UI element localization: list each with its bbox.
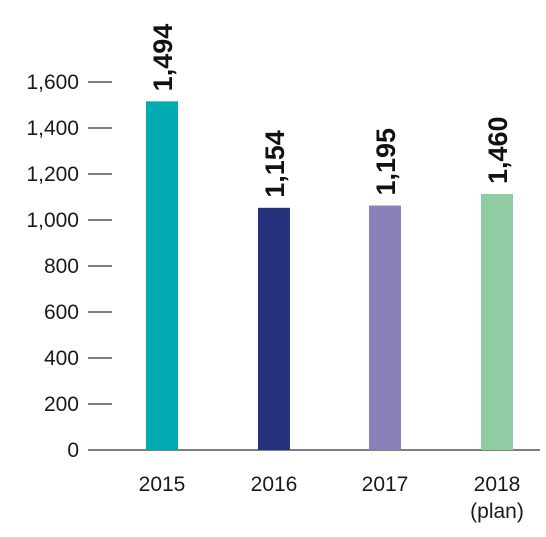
x-tick-label: 2017 xyxy=(362,473,409,496)
y-tick: 1,200 xyxy=(26,163,112,186)
y-tick: 600 xyxy=(44,301,112,324)
bars xyxy=(146,101,513,450)
x-axis: 2015 2016 2017 2018 (plan) xyxy=(139,473,524,523)
y-tick-label: 1,400 xyxy=(26,117,79,140)
y-tick-label: 800 xyxy=(44,255,79,278)
y-axis: 0 200 400 600 800 1,000 1,200 1,400 1,600 xyxy=(26,71,112,462)
y-tick: 0 xyxy=(67,439,79,462)
x-tick-label: 2016 xyxy=(251,473,298,496)
y-tick: 800 xyxy=(44,255,112,278)
x-tick-sublabel: (plan) xyxy=(470,500,524,523)
y-tick-label: 400 xyxy=(44,347,79,370)
y-tick: 1,400 xyxy=(26,117,112,140)
data-label-2016: 1,154 xyxy=(260,130,290,198)
y-tick-label: 200 xyxy=(44,393,79,416)
data-labels: 1,494 1,154 1,195 1,460 xyxy=(148,24,513,198)
data-label-2017: 1,195 xyxy=(371,128,401,196)
bar-2016 xyxy=(258,207,290,450)
data-label-2015: 1,494 xyxy=(148,24,178,92)
y-tick-label: 0 xyxy=(67,439,79,462)
y-tick: 1,000 xyxy=(26,209,112,232)
y-tick-label: 1,000 xyxy=(26,209,79,232)
y-tick-label: 1,200 xyxy=(26,163,79,186)
y-tick: 200 xyxy=(44,393,112,416)
y-tick-label: 1,600 xyxy=(26,71,79,94)
y-tick: 1,600 xyxy=(26,71,112,94)
y-tick: 400 xyxy=(44,347,112,370)
bar-2018 xyxy=(481,194,513,450)
y-tick-label: 600 xyxy=(44,301,79,324)
bar-2017 xyxy=(369,205,401,450)
x-tick-label: 2015 xyxy=(139,473,186,496)
x-tick-label: 2018 xyxy=(474,473,521,496)
data-label-2018: 1,460 xyxy=(483,116,513,184)
bar-2015 xyxy=(146,101,178,450)
